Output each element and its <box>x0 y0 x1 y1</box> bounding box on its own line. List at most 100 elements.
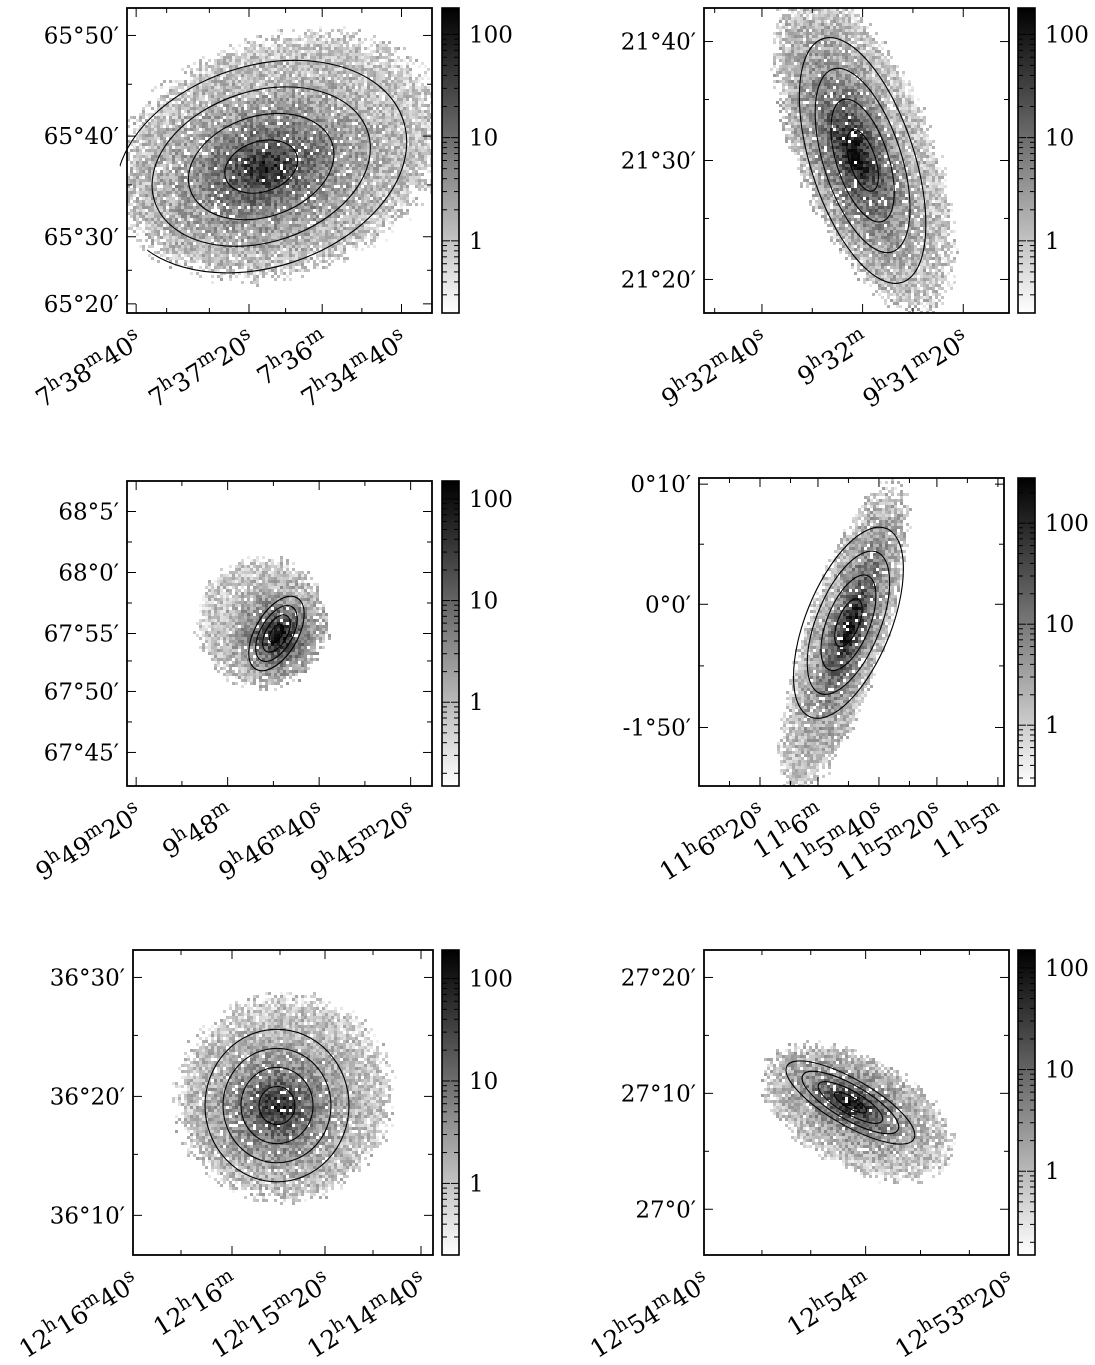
panel-middle-left: 68°5′68°0′67°55′67°50′67°45′9h49m20s9h48… <box>28 480 513 886</box>
colorbar-tick-label: 1 <box>1045 229 1060 255</box>
panel-middle-right: 0°10′0°0′-1°50′11h6m20s11h6m11h5m40s11h5… <box>623 472 1089 886</box>
y-tick-label: 0°10′ <box>630 472 691 498</box>
y-tick-label: 0°0′ <box>645 592 691 618</box>
colorbar: 100 10 1 <box>441 480 513 787</box>
y-tick-label: 67°45′ <box>44 740 119 766</box>
contour-ellipse-4 <box>792 526 904 719</box>
panel-top-left: 65°50′ 65°40′ 65°30′ 65°20′ 7h38m40s7h37m20s… <box>28 7 513 413</box>
colorbar-tick-label: 10 <box>469 589 498 615</box>
axes-frame <box>703 949 1010 1256</box>
x-tick-label: 12h16m40s <box>12 1264 144 1364</box>
contour-ellipse-1 <box>258 1085 296 1126</box>
colorbar-tick-label: 1 <box>1045 713 1060 739</box>
heatmap-middle-right <box>777 478 912 786</box>
y-tick-label: 67°55′ <box>44 622 119 648</box>
contour-ellipse-1 <box>268 623 284 644</box>
y-tick-label: 36°30′ <box>50 965 125 991</box>
ticks <box>703 950 1010 1255</box>
y-tick-label: 21°20′ <box>621 267 696 293</box>
contour-ellipse-4 <box>785 1060 916 1145</box>
contour-ellipse-3 <box>814 67 911 254</box>
y-tick-label: 68°0′ <box>58 561 119 587</box>
y-tick-label: 27°10′ <box>621 1081 696 1107</box>
contour-ellipse-3 <box>222 1047 332 1164</box>
contour-ellipse-3 <box>151 86 371 247</box>
contour-ellipse-2 <box>187 112 335 221</box>
ticks <box>127 8 432 313</box>
colorbar-tick-label: 100 <box>469 22 513 48</box>
contour-ellipse-1 <box>833 1091 868 1114</box>
colorbar-tick-label: 100 <box>1045 511 1089 537</box>
x-tick-label: 9h32m40s <box>654 322 773 413</box>
y-tick-label: 27°20′ <box>621 965 696 991</box>
colorbar-tick-label: 1 <box>469 1171 484 1197</box>
y-tick-label: 68°5′ <box>58 500 119 526</box>
colorbar-gradient <box>1017 477 1036 787</box>
panel-bottom-right: 27°20′ 27°10′ 27°0′ 12h54m40s 12h54m12h53m20… <box>583 949 1089 1364</box>
y-tick-label: 67°50′ <box>44 679 119 705</box>
x-tick-label: 12h54m <box>780 1264 877 1342</box>
colorbar-tick-label: 1 <box>469 690 484 716</box>
colorbar: 100 10 1 <box>1017 7 1089 314</box>
y-tick-label: 36°10′ <box>50 1203 125 1229</box>
contour-ellipse-1 <box>846 129 879 192</box>
x-tick-label: 7h37m20s <box>141 322 260 413</box>
x-tick-label: 9h49m20s <box>28 795 147 886</box>
contour-ellipse-4 <box>248 595 305 672</box>
colorbar-tick-label: 100 <box>1045 22 1089 48</box>
colorbar: 100 10 1 <box>441 949 513 1256</box>
y-tick-label: 36°20′ <box>50 1084 125 1110</box>
colorbar-tick-label: 10 <box>469 1069 498 1095</box>
colorbar-tick-label: 100 <box>469 967 513 993</box>
y-tick-label: 21°40′ <box>621 30 696 56</box>
colorbar-tick-label: 10 <box>1045 1058 1074 1084</box>
heatmap-top-left <box>127 26 432 287</box>
axes-frame <box>126 7 433 314</box>
colorbar-gradient <box>1017 949 1036 1256</box>
panel-bottom-left: 36°30′36°20′36°10′12h16m40s12h16m12h15m2… <box>12 949 513 1364</box>
y-tick-label: 65°30′ <box>44 225 119 251</box>
contour-ellipse-2 <box>240 1066 314 1145</box>
contour-ellipse-3 <box>255 605 298 662</box>
colorbar-tick-label: 10 <box>1045 612 1074 638</box>
colorbar-tick-label: 1 <box>469 229 484 255</box>
y-tick-label: 65°40′ <box>44 124 119 150</box>
contour-ellipse-1 <box>224 139 299 194</box>
colorbar-tick-label: 100 <box>1045 956 1089 982</box>
contour-ellipse-3 <box>806 550 891 696</box>
y-tick-label: 27°0′ <box>635 1197 696 1223</box>
ticks <box>132 950 433 1255</box>
colorbar: 100 10 1 <box>441 7 513 314</box>
y-tick-label: 65°50′ <box>44 23 119 49</box>
colorbar-tick-label: 10 <box>469 126 498 152</box>
y-tick-label: -1°50′ <box>623 715 691 741</box>
contour-ellipse-3 <box>801 1070 900 1135</box>
ticks <box>704 8 1009 313</box>
x-tick-label: 11h5m <box>925 795 1009 864</box>
contour-ellipse-2 <box>820 574 877 672</box>
heatmap-bottom-left <box>172 992 397 1205</box>
contour-ellipse-2 <box>830 98 895 223</box>
ticks <box>127 481 432 786</box>
colorbar-tick-label: 1 <box>1045 1159 1060 1185</box>
x-tick-label: 9h32m <box>790 322 874 391</box>
contour-ellipse-1 <box>834 598 863 648</box>
colorbar-gradient <box>441 949 460 1256</box>
contour-ellipse-2 <box>262 614 291 653</box>
colorbar-tick-label: 100 <box>469 487 513 513</box>
colorbar: 100 10 1 <box>1017 477 1089 787</box>
axes-frame <box>698 477 1005 787</box>
x-tick-label: 12h54m40s <box>583 1264 715 1364</box>
ticks <box>699 478 1004 786</box>
axes-frame <box>132 949 434 1256</box>
contour-ellipse-2 <box>817 1081 884 1124</box>
colorbar: 100 10 1 <box>1017 949 1089 1256</box>
colorbar-gradient <box>441 480 460 787</box>
contour-ellipse-4 <box>798 37 927 284</box>
x-tick-label: 7h38m40s <box>28 322 147 413</box>
x-tick-label: 12h53m20s <box>888 1264 1020 1364</box>
y-tick-label: 21°30′ <box>621 149 696 175</box>
y-tick-label: 65°20′ <box>44 292 119 318</box>
